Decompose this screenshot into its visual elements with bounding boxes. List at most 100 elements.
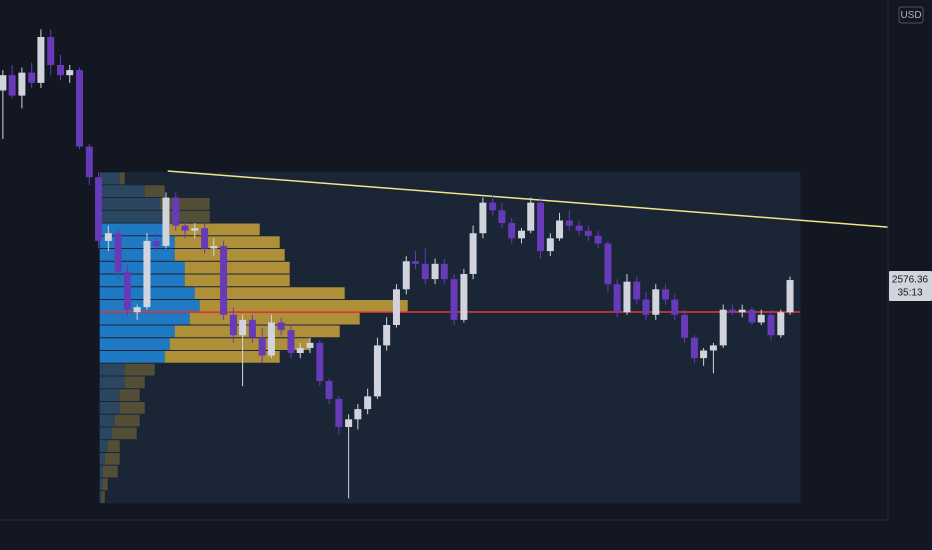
profile-up xyxy=(99,172,120,185)
profile-down xyxy=(102,478,108,491)
profile-down xyxy=(199,300,408,312)
candle-body xyxy=(383,325,391,346)
candle-body xyxy=(642,299,650,315)
candle-body xyxy=(114,233,122,272)
candle-body xyxy=(489,202,497,211)
profile-up xyxy=(99,350,165,363)
profile-up xyxy=(99,491,102,503)
candle-body xyxy=(47,36,55,65)
profile-up xyxy=(99,338,170,350)
countdown: 35:13 xyxy=(897,288,922,299)
candle-body xyxy=(411,261,419,264)
candle-body xyxy=(613,284,621,313)
profile-up xyxy=(99,389,120,401)
candle-body xyxy=(527,202,535,231)
candle-body xyxy=(469,233,477,275)
profile-up xyxy=(99,363,125,376)
candle-body xyxy=(421,263,429,280)
candle-body xyxy=(296,347,304,354)
candle-body xyxy=(152,240,160,246)
candle-body xyxy=(229,314,237,336)
profile-down xyxy=(107,440,120,452)
profile-up xyxy=(99,478,103,491)
profile-up xyxy=(99,210,165,223)
profile-down xyxy=(174,249,285,261)
candle-body xyxy=(767,314,775,336)
candle-body xyxy=(267,322,275,356)
profile-down xyxy=(184,274,290,287)
candle-body xyxy=(709,345,717,351)
candle-body xyxy=(460,274,468,320)
candle-body xyxy=(143,240,151,308)
profile-up xyxy=(99,274,185,287)
profile-down xyxy=(174,325,340,338)
candle-body xyxy=(440,263,448,280)
candle-body xyxy=(172,197,180,226)
currency-badge[interactable] xyxy=(898,6,924,24)
profile-down xyxy=(174,236,280,249)
profile-down xyxy=(114,414,140,427)
candle-body xyxy=(690,337,698,359)
profile-up xyxy=(99,312,190,325)
candle-body xyxy=(287,330,295,354)
candle-body xyxy=(104,233,112,241)
candle-body xyxy=(594,235,602,244)
profile-up xyxy=(99,223,170,236)
candle-body xyxy=(575,225,583,231)
profile-down xyxy=(104,452,120,465)
candle-body xyxy=(556,220,564,239)
candle-body xyxy=(537,202,545,252)
profile-down xyxy=(119,401,145,414)
profile-down xyxy=(164,350,280,363)
profile-down xyxy=(119,172,125,185)
candle-body xyxy=(76,70,84,147)
profile-down xyxy=(101,491,105,503)
candle-body xyxy=(757,314,765,323)
candle-body xyxy=(335,398,343,427)
candle-body xyxy=(325,381,333,399)
candle-body xyxy=(181,225,189,231)
profile-down xyxy=(119,389,140,401)
candle-body xyxy=(431,263,439,280)
trendline xyxy=(167,170,889,228)
profile-down xyxy=(169,223,260,236)
candle-body xyxy=(392,289,400,325)
candle-body xyxy=(786,280,794,313)
candle-body xyxy=(728,309,736,313)
candle-body xyxy=(95,177,103,241)
candle-body xyxy=(248,319,256,338)
candle-body xyxy=(777,312,785,336)
candle-body xyxy=(201,228,209,249)
candle-body xyxy=(662,289,670,300)
candle-body xyxy=(508,223,516,239)
candle-body xyxy=(652,289,660,315)
candle-body xyxy=(498,210,506,224)
candle-body xyxy=(518,230,526,239)
profile-up xyxy=(99,249,175,261)
candle-body xyxy=(123,271,131,310)
candle-body xyxy=(373,345,381,397)
profile-down xyxy=(124,363,155,376)
candle-body xyxy=(633,281,641,300)
candle-body xyxy=(450,279,458,320)
candle-body xyxy=(306,342,314,348)
profile-up xyxy=(99,198,160,210)
candle-body xyxy=(345,419,353,427)
candle-body xyxy=(565,220,573,226)
profile-up xyxy=(99,325,175,338)
profile-down xyxy=(184,261,290,274)
candle-body xyxy=(210,245,218,249)
profile-down xyxy=(159,198,210,210)
candle-body xyxy=(239,319,247,336)
candle-body xyxy=(57,65,65,76)
profile-down xyxy=(124,376,145,389)
profile-up xyxy=(99,465,103,478)
candle-body xyxy=(191,228,199,231)
candle-body xyxy=(18,72,26,96)
profile-up xyxy=(99,414,115,427)
candle-body xyxy=(85,146,93,178)
candle-body xyxy=(354,409,362,420)
candle-body xyxy=(681,314,689,338)
candle-body xyxy=(28,72,36,83)
